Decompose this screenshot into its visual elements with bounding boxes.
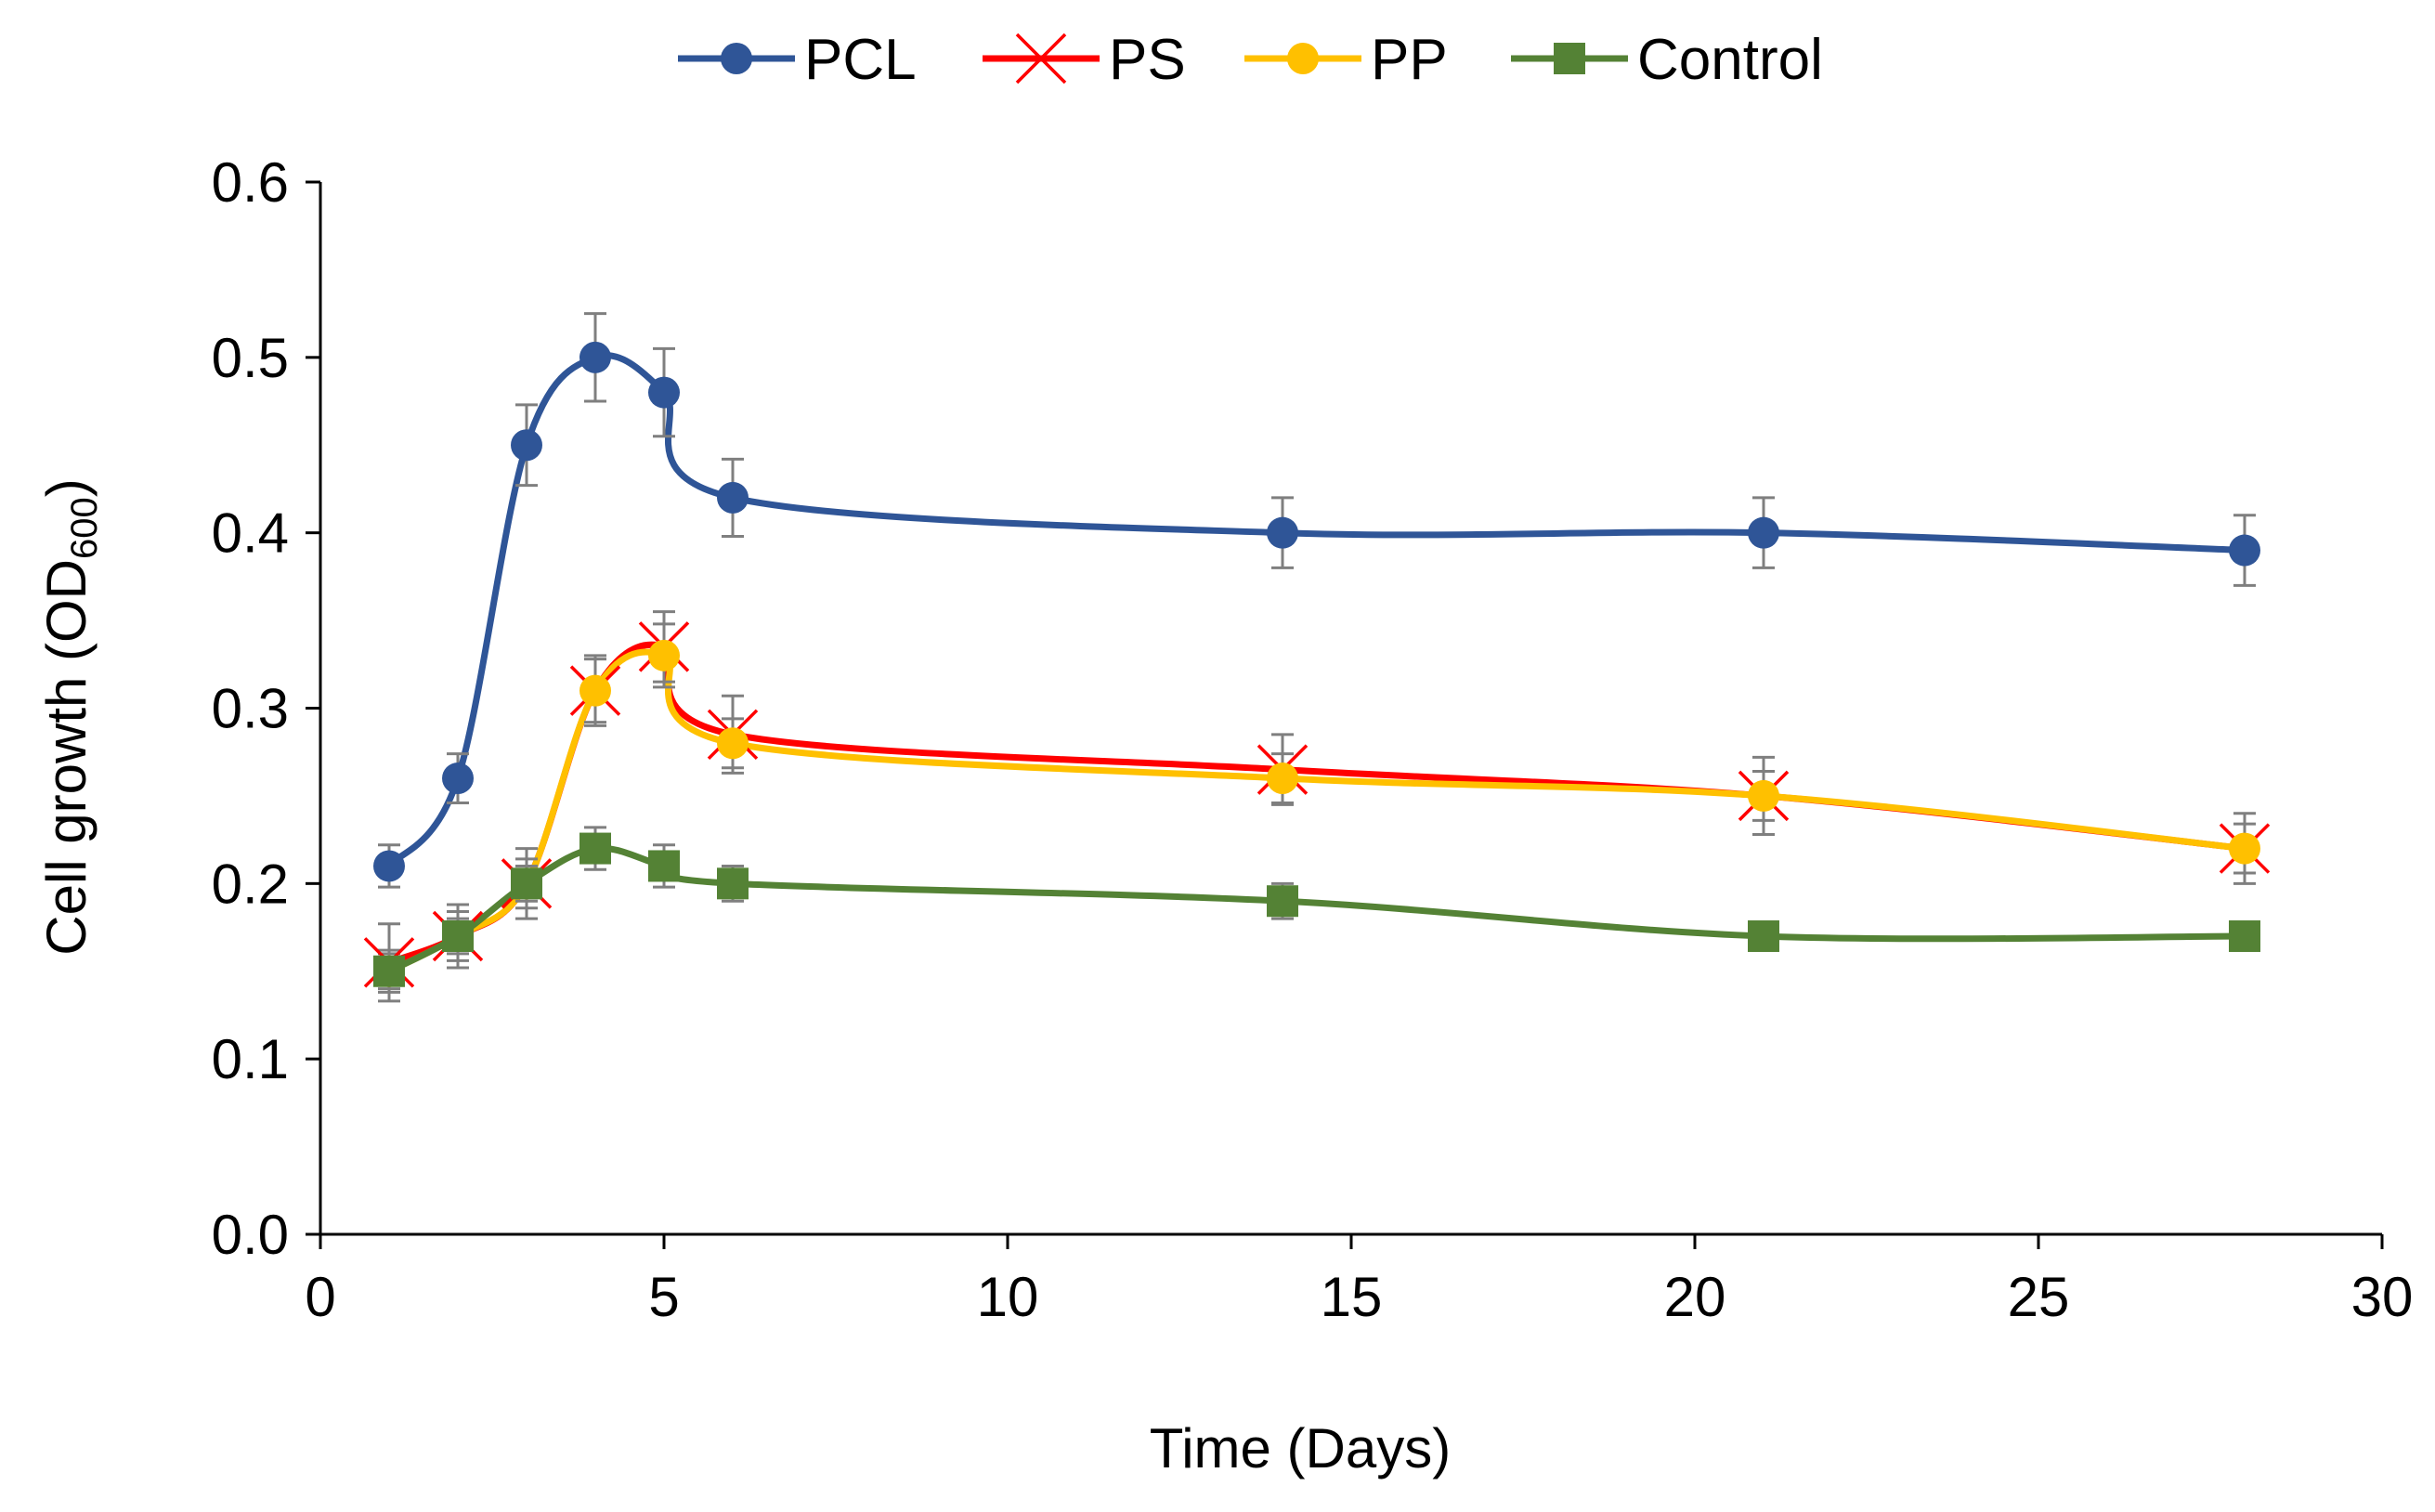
data-point-pcl [579, 341, 611, 373]
series-line-pp [385, 648, 2248, 975]
legend-marker-control [1554, 43, 1585, 74]
data-point-control [511, 867, 542, 900]
y-tick-label: 0.0 [212, 1204, 289, 1266]
data-point-pp [1267, 763, 1298, 795]
legend-marker-pp [1287, 43, 1319, 74]
legend-item-pp: PP [1244, 28, 1448, 92]
y-tick-label: 0.4 [212, 502, 289, 565]
x-axis-title: Time (Days) [1150, 1417, 1451, 1479]
series-markers [363, 341, 2271, 988]
data-point-pcl [373, 850, 405, 882]
data-point-pp [1748, 779, 1779, 812]
axes: 0.0 0.1 0.2 0.3 0.4 0.5 0.6 0 5 10 15 20 25 30 [212, 151, 2414, 1328]
data-point-control [1748, 919, 1779, 952]
x-tick-label: 25 [2008, 1266, 2070, 1328]
data-point-pp [648, 639, 680, 671]
x-tick-label: 5 [648, 1266, 679, 1328]
data-point-pcl [442, 763, 474, 795]
legend-label-control: Control [1637, 28, 1823, 92]
x-tick-label: 30 [2351, 1266, 2414, 1328]
legend-item-control: Control [1511, 28, 1823, 92]
data-point-control [442, 919, 474, 952]
x-tick-label: 15 [1321, 1266, 1383, 1328]
y-tick-label: 0.5 [212, 327, 289, 389]
legend-label-ps: PS [1109, 28, 1186, 92]
legend-label-pcl: PCL [804, 28, 917, 92]
y-tick-label: 0.2 [212, 853, 289, 915]
data-point-control [648, 850, 680, 882]
data-point-pp [579, 674, 611, 707]
legend-marker-pcl [721, 43, 752, 74]
data-point-pcl [648, 376, 680, 409]
legend-label-pp: PP [1371, 28, 1448, 92]
y-tick-label: 0.6 [212, 151, 289, 214]
data-point-pcl [2229, 534, 2260, 567]
y-axis-title: Cell growth (OD600) [35, 478, 105, 956]
legend-item-pcl: PCL [678, 28, 917, 92]
data-point-pcl [1748, 516, 1779, 549]
legend-item-ps: PS [983, 28, 1186, 92]
y-tick-label: 0.3 [212, 678, 289, 740]
x-tick-label: 0 [305, 1266, 335, 1328]
data-point-pp [2229, 832, 2260, 865]
data-point-pcl [511, 429, 542, 462]
data-point-pcl [1267, 516, 1298, 549]
data-point-pcl [717, 481, 749, 514]
data-point-control [717, 867, 749, 900]
data-point-control [1267, 885, 1298, 918]
y-tick-label: 0.1 [212, 1028, 289, 1090]
y-axis-title-main: Cell growth (OD [35, 559, 98, 956]
data-point-control [2229, 919, 2260, 952]
data-point-control [579, 832, 611, 865]
x-tick-label: 20 [1664, 1266, 1726, 1328]
x-tick-label: 10 [977, 1266, 1039, 1328]
y-axis-title-subscript: 600 [64, 497, 105, 559]
data-point-control [373, 955, 405, 987]
y-axis-title-close: ) [35, 478, 98, 497]
legend: PCL PS PP Control [678, 28, 1823, 92]
data-point-pp [717, 727, 749, 760]
legend-marker-ps [1015, 33, 1067, 85]
